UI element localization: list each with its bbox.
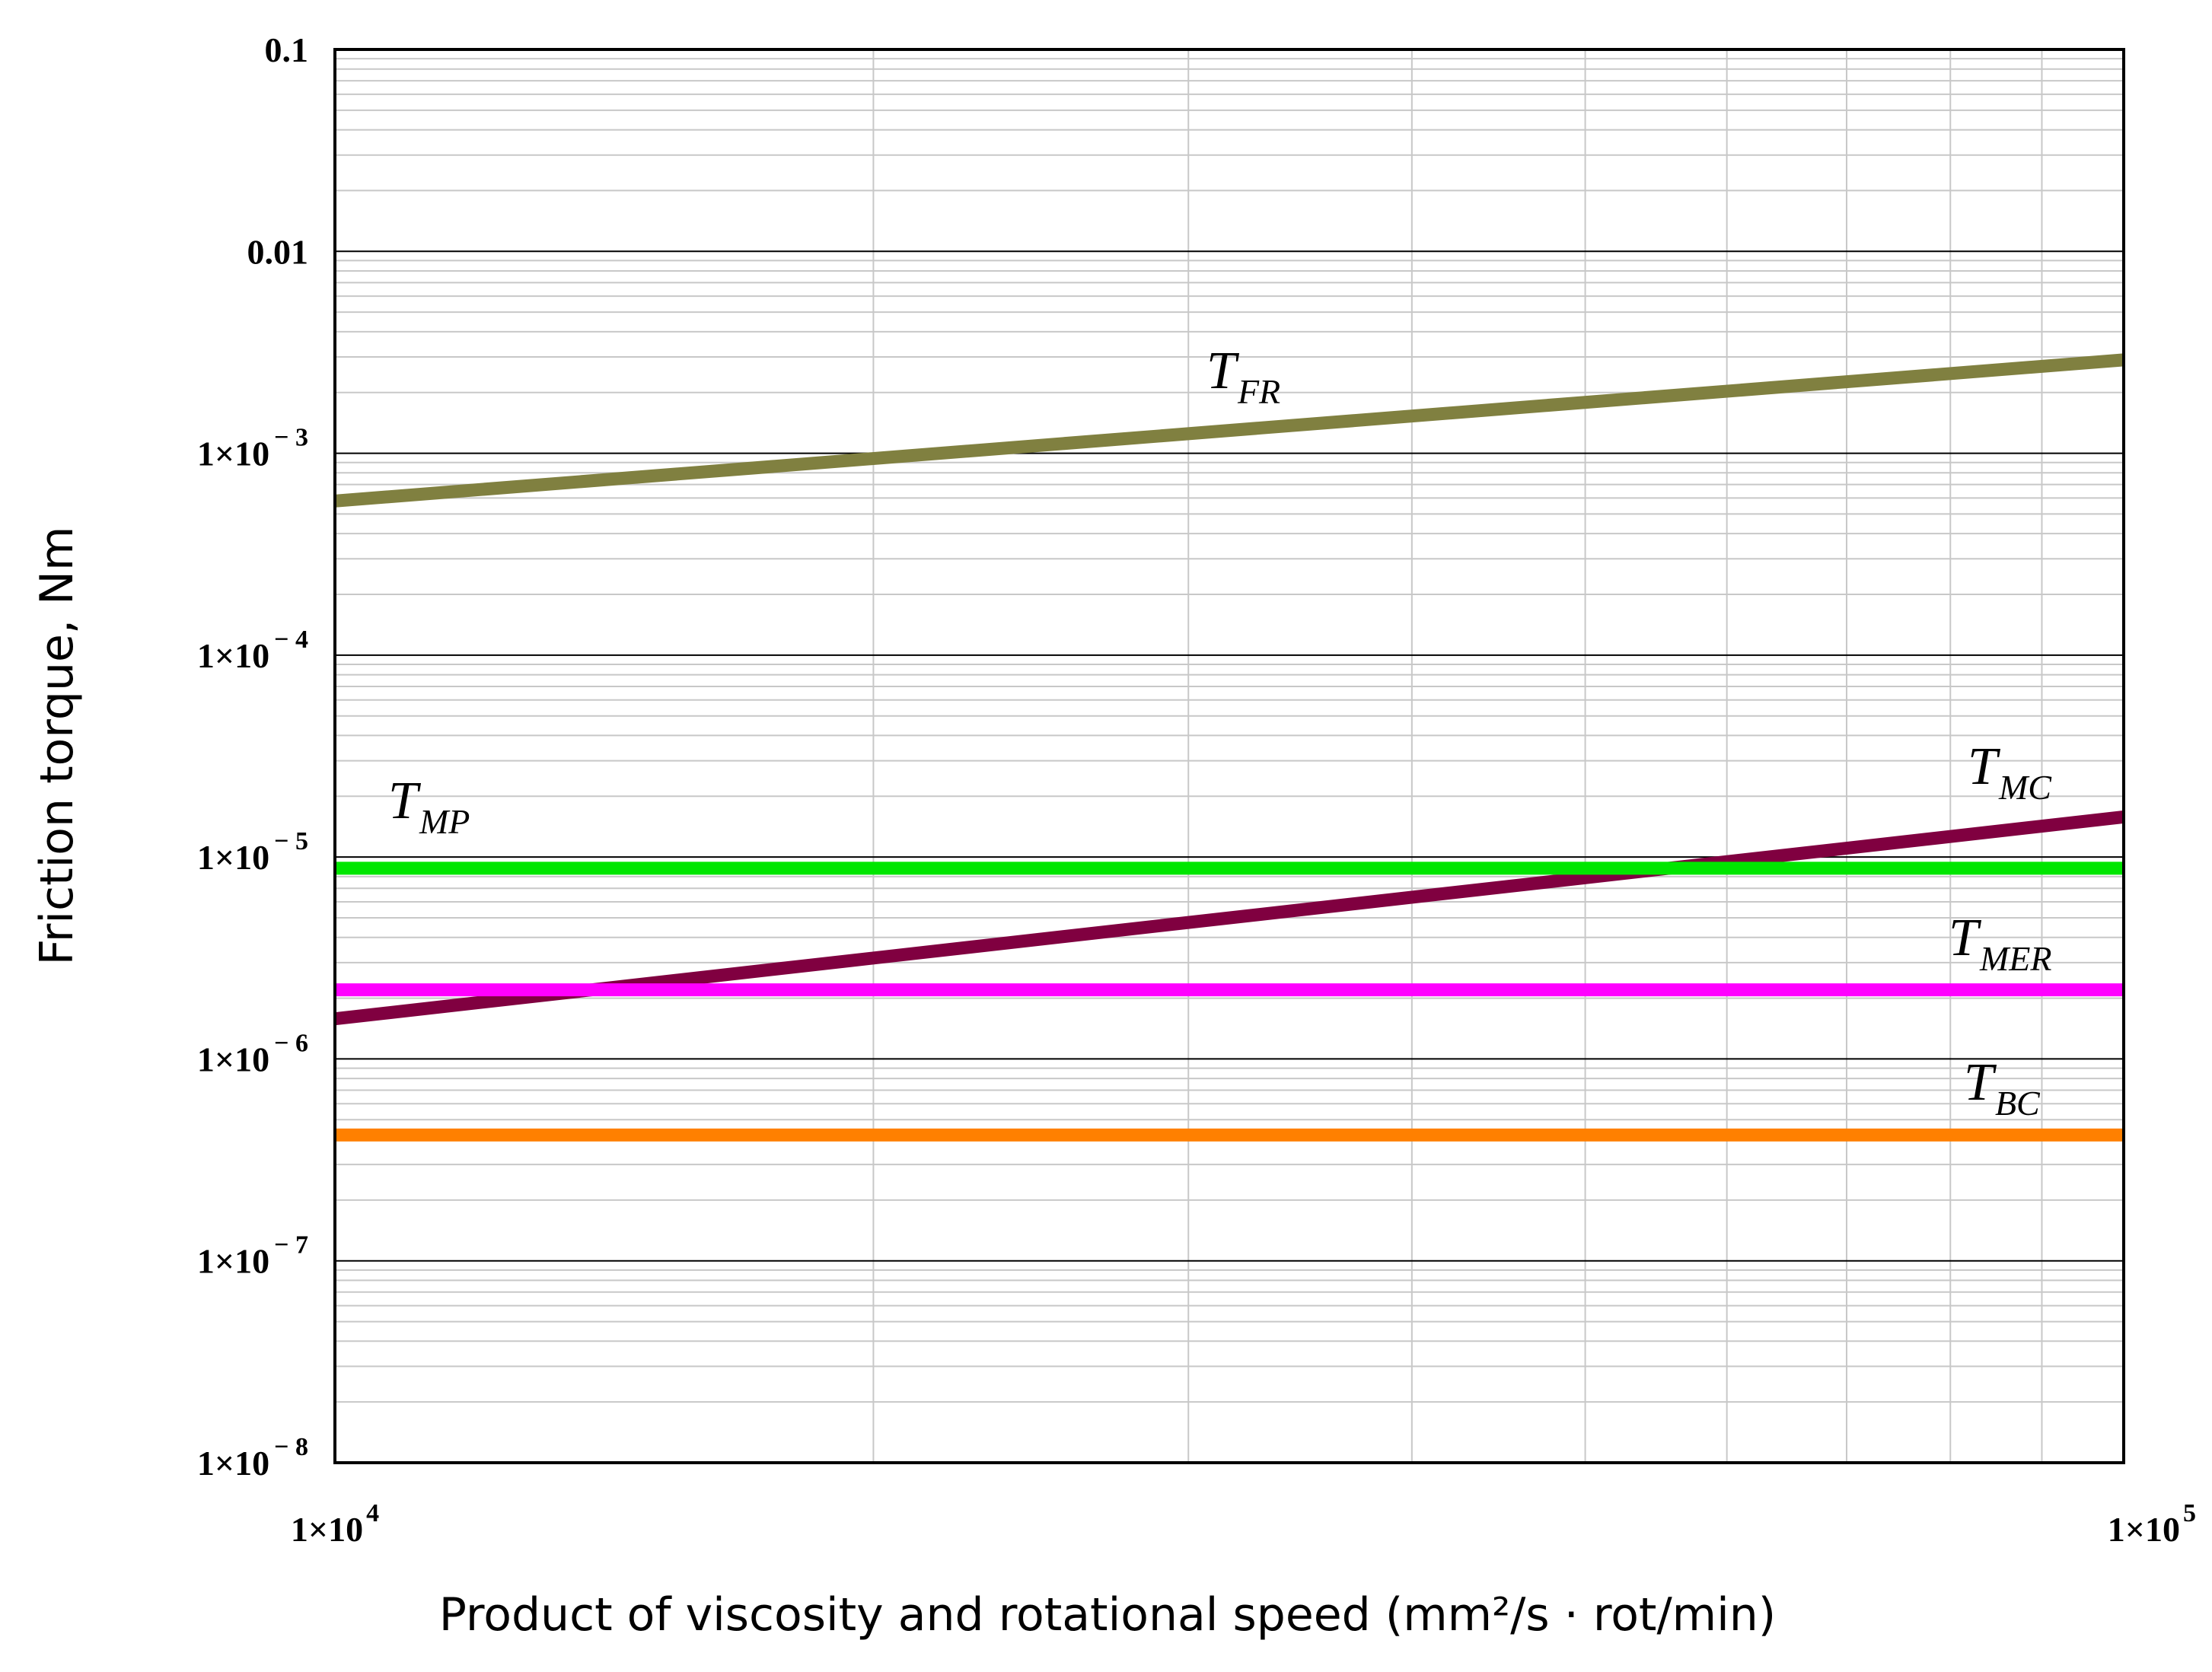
grid-major bbox=[335, 250, 2124, 1262]
y-axis-title: Friction torque, Nm bbox=[30, 527, 84, 966]
series-label-t-bc: TBC bbox=[1964, 1053, 2041, 1123]
series-line-t-fr bbox=[334, 353, 2124, 508]
plot-frame bbox=[333, 48, 2125, 1464]
y-tick-label: 1×10− 7 bbox=[197, 1231, 308, 1281]
grid-minor bbox=[335, 49, 2124, 1463]
series-lines bbox=[334, 353, 2124, 1142]
y-tick-label: 1×10− 8 bbox=[197, 1433, 308, 1483]
x-tick-labels: 1×10 4 1×10 5 bbox=[291, 1499, 2196, 1549]
x-tick-label: 1×10 5 bbox=[2108, 1499, 2196, 1549]
y-tick-label: 0.01 bbox=[247, 232, 309, 271]
y-tick-labels: 0.1 0.01 1×10− 3 1×10− 4 1×10− 5 1×10− 6 1×10−… bbox=[197, 30, 308, 1483]
y-tick-label: 1×10− 4 bbox=[197, 626, 308, 675]
series-label-t-mc: TMC bbox=[1968, 737, 2052, 807]
y-tick-label: 0.1 bbox=[265, 30, 309, 69]
x-tick-label: 1×10 4 bbox=[291, 1499, 379, 1549]
y-tick-label: 1×10− 6 bbox=[197, 1029, 308, 1078]
series-label-t-fr: TFR bbox=[1206, 342, 1280, 411]
y-tick-label: 1×10− 5 bbox=[197, 827, 308, 877]
x-axis-title: Product of viscosity and rotational spee… bbox=[439, 1588, 1776, 1642]
y-tick-label: 1×10− 3 bbox=[197, 424, 308, 473]
series-label-t-mer: TMER bbox=[1949, 909, 2051, 978]
series-labels: TFR TMC TMP TMER TBC bbox=[388, 342, 2052, 1123]
series-label-t-mp: TMP bbox=[388, 772, 470, 841]
